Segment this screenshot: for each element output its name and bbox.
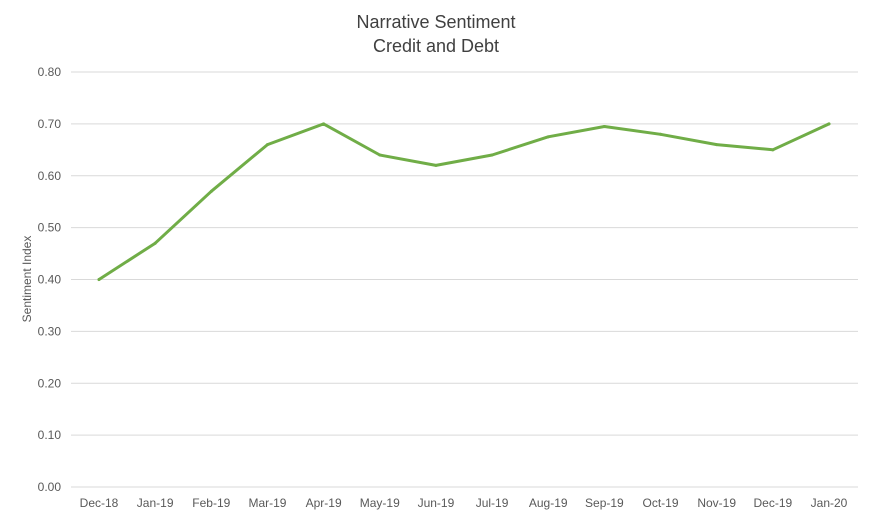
data-point [153, 241, 157, 245]
y-tick-label: 0.00 [38, 480, 62, 494]
x-tick-label: Oct-19 [643, 496, 679, 510]
y-tick-label: 0.60 [38, 169, 62, 183]
x-tick-label: Sep-19 [585, 496, 624, 510]
y-axis-ticks: 0.00 0.10 0.20 0.30 0.40 0.50 0.60 0.70 0.80 [38, 65, 62, 494]
y-tick-label: 0.10 [38, 428, 62, 442]
x-tick-label: Apr-19 [306, 496, 342, 510]
data-point [602, 124, 606, 128]
x-tick-label: Dec-18 [80, 496, 119, 510]
chart-title: Narrative Sentiment [356, 12, 515, 32]
data-point [715, 143, 719, 147]
x-tick-label: Jul-19 [476, 496, 509, 510]
x-tick-label: May-19 [360, 496, 400, 510]
x-tick-label: Aug-19 [529, 496, 568, 510]
x-tick-label: Jan-20 [811, 496, 848, 510]
series-line-0 [97, 122, 831, 281]
x-tick-label: Jan-19 [137, 496, 174, 510]
data-point [490, 153, 494, 157]
y-tick-label: 0.30 [38, 324, 62, 338]
x-tick-label: Jun-19 [418, 496, 455, 510]
y-tick-label: 0.80 [38, 65, 62, 79]
data-point [771, 148, 775, 152]
data-point [659, 132, 663, 136]
y-tick-label: 0.20 [38, 376, 62, 390]
x-tick-label: Feb-19 [192, 496, 230, 510]
x-tick-label: Dec-19 [754, 496, 793, 510]
data-point [209, 189, 213, 193]
x-tick-label: Nov-19 [697, 496, 736, 510]
data-point [97, 278, 101, 281]
data-point [378, 153, 382, 157]
y-tick-label: 0.70 [38, 117, 62, 131]
grid-layer [71, 71, 858, 488]
series-layer [97, 122, 831, 281]
data-point [265, 143, 269, 147]
x-axis-ticks: Dec-18 Jan-19 Feb-19 Mar-19 Apr-19 May-19 Jun-… [80, 496, 848, 510]
x-tick-label: Mar-19 [248, 496, 286, 510]
data-point [322, 122, 326, 126]
data-point [546, 135, 550, 139]
y-tick-label: 0.50 [38, 221, 62, 235]
data-point [827, 122, 831, 126]
chart-subtitle: Credit and Debt [373, 36, 499, 56]
y-axis-title: Sentiment Index [20, 236, 34, 323]
y-tick-label: 0.40 [38, 273, 62, 287]
data-point [434, 163, 438, 167]
